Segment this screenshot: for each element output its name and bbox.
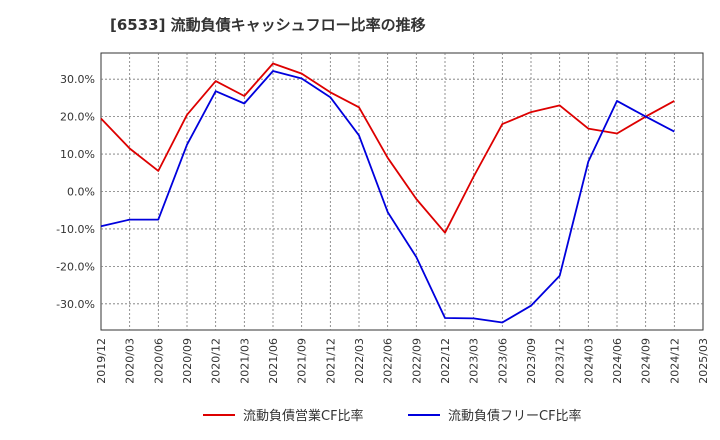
x-tick-label: 2024/09	[640, 338, 653, 384]
y-tick-label: -30.0%	[56, 298, 95, 311]
x-tick-label: 2021/12	[324, 338, 337, 384]
series-lines	[100, 62, 675, 324]
legend: 流動負債営業CF比率 流動負債フリーCF比率	[203, 408, 582, 424]
x-tick-label: 2024/03	[582, 338, 595, 384]
x-tick-label: 2025/03	[697, 338, 710, 384]
grid-lines	[101, 53, 703, 330]
x-tick-label: 2020/12	[210, 338, 223, 384]
series-line-1	[100, 62, 675, 234]
x-tick-label: 2023/12	[554, 338, 567, 384]
chart-title: [6533] 流動負債キャッシュフロー比率の推移	[110, 16, 426, 34]
x-tick-label: 2023/09	[525, 338, 538, 384]
legend-label-1: 流動負債営業CF比率	[243, 408, 364, 424]
x-tick-label: 2020/09	[181, 338, 194, 384]
x-tick-label: 2021/06	[267, 338, 280, 384]
series-line-2	[100, 70, 675, 324]
x-tick-label: 2022/03	[353, 338, 366, 384]
y-tick-label: 0.0%	[67, 186, 95, 199]
x-tick-label: 2019/12	[95, 338, 108, 384]
x-tick-label: 2022/09	[410, 338, 423, 384]
x-tick-label: 2024/06	[611, 338, 624, 384]
x-tick-label: 2021/09	[296, 338, 309, 384]
legend-label-2: 流動負債フリーCF比率	[448, 408, 582, 424]
y-tick-label: -20.0%	[56, 260, 95, 273]
x-tick-label: 2022/12	[439, 338, 452, 384]
x-tick-label: 2020/03	[124, 338, 137, 384]
x-tick-label: 2023/06	[496, 338, 509, 384]
x-axis-ticks: 2019/12 2020/03 2020/06 2020/09 2020/12 2021/…	[95, 338, 710, 384]
x-tick-label: 2021/03	[238, 338, 251, 384]
x-tick-label: 2024/12	[668, 338, 681, 384]
y-tick-label: 10.0%	[60, 148, 95, 161]
x-tick-label: 2022/06	[382, 338, 395, 384]
y-tick-label: 30.0%	[60, 73, 95, 86]
x-tick-label: 2020/06	[152, 338, 165, 384]
y-axis-ticks: 30.0% 20.0% 10.0% 0.0% -10.0% -20.0% -30.0%	[56, 73, 95, 311]
y-tick-label: -10.0%	[56, 223, 95, 236]
x-tick-label: 2023/03	[468, 338, 481, 384]
y-tick-label: 20.0%	[60, 111, 95, 124]
